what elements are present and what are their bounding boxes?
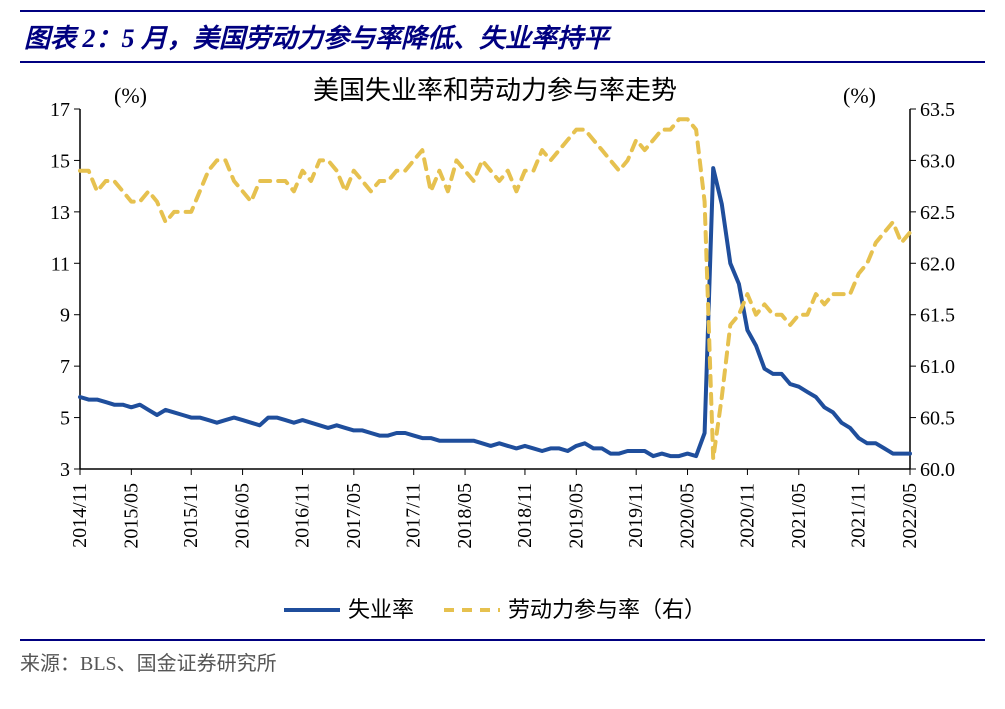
x-tick-label: 2022/05 bbox=[899, 483, 921, 549]
x-tick-label: 2021/11 bbox=[848, 483, 870, 548]
chart-inner-title: 美国失业率和劳动力参与率走势 bbox=[313, 76, 677, 105]
x-tick-label: 2014/11 bbox=[69, 483, 91, 548]
svg-text:62.5: 62.5 bbox=[920, 202, 955, 224]
legend-label: 失业率 bbox=[348, 597, 414, 622]
right-unit-label: (%) bbox=[843, 83, 876, 108]
svg-text:63.5: 63.5 bbox=[920, 99, 955, 121]
source-line: 来源：BLS、国金证券研究所 bbox=[20, 639, 985, 676]
x-tick-label: 2016/05 bbox=[232, 483, 254, 549]
x-tick-label: 2015/11 bbox=[180, 483, 202, 548]
x-tick-label: 2020/11 bbox=[736, 483, 758, 548]
figure-container: 图表 2：5 月，美国劳动力参与率降低、失业率持平 3 5 7 9 11 13 15 17 60… bbox=[0, 0, 1005, 709]
series-line bbox=[80, 168, 910, 456]
svg-text:61.5: 61.5 bbox=[920, 305, 955, 327]
left-unit-label: (%) bbox=[114, 83, 147, 108]
x-tick-label: 2018/11 bbox=[514, 483, 536, 548]
svg-text:62.0: 62.0 bbox=[920, 253, 955, 275]
x-tick-label: 2021/05 bbox=[788, 483, 810, 549]
svg-text:5: 5 bbox=[60, 408, 70, 430]
x-tick-label: 2020/05 bbox=[677, 483, 699, 549]
x-tick-label: 2018/05 bbox=[454, 483, 476, 549]
x-tick-label: 2019/11 bbox=[625, 483, 647, 548]
legend-label: 劳动力参与率（右） bbox=[508, 597, 706, 622]
chart-svg: 3 5 7 9 11 13 15 17 60.0 60.5 61.0 61.5 62.0 62.5 63.0… bbox=[20, 69, 980, 639]
x-tick-label: 2015/05 bbox=[120, 483, 142, 549]
svg-text:13: 13 bbox=[50, 202, 70, 224]
svg-text:9: 9 bbox=[60, 305, 70, 327]
svg-text:11: 11 bbox=[51, 253, 70, 275]
x-tick-label: 2019/05 bbox=[565, 483, 587, 549]
series-line bbox=[80, 119, 910, 458]
svg-text:61.0: 61.0 bbox=[920, 356, 955, 378]
svg-text:15: 15 bbox=[50, 150, 70, 172]
svg-text:17: 17 bbox=[50, 99, 70, 121]
x-tick-label: 2016/11 bbox=[291, 483, 313, 548]
svg-text:7: 7 bbox=[60, 356, 70, 378]
svg-text:60.0: 60.0 bbox=[920, 459, 955, 481]
svg-text:63.0: 63.0 bbox=[920, 150, 955, 172]
x-tick-label: 2017/11 bbox=[403, 483, 425, 548]
svg-text:3: 3 bbox=[60, 459, 70, 481]
x-tick-label: 2017/05 bbox=[343, 483, 365, 549]
figure-title: 图表 2：5 月，美国劳动力参与率降低、失业率持平 bbox=[20, 10, 985, 63]
svg-text:60.5: 60.5 bbox=[920, 408, 955, 430]
chart-area: 3 5 7 9 11 13 15 17 60.0 60.5 61.0 61.5 62.0 62.5 63.0… bbox=[20, 69, 980, 639]
